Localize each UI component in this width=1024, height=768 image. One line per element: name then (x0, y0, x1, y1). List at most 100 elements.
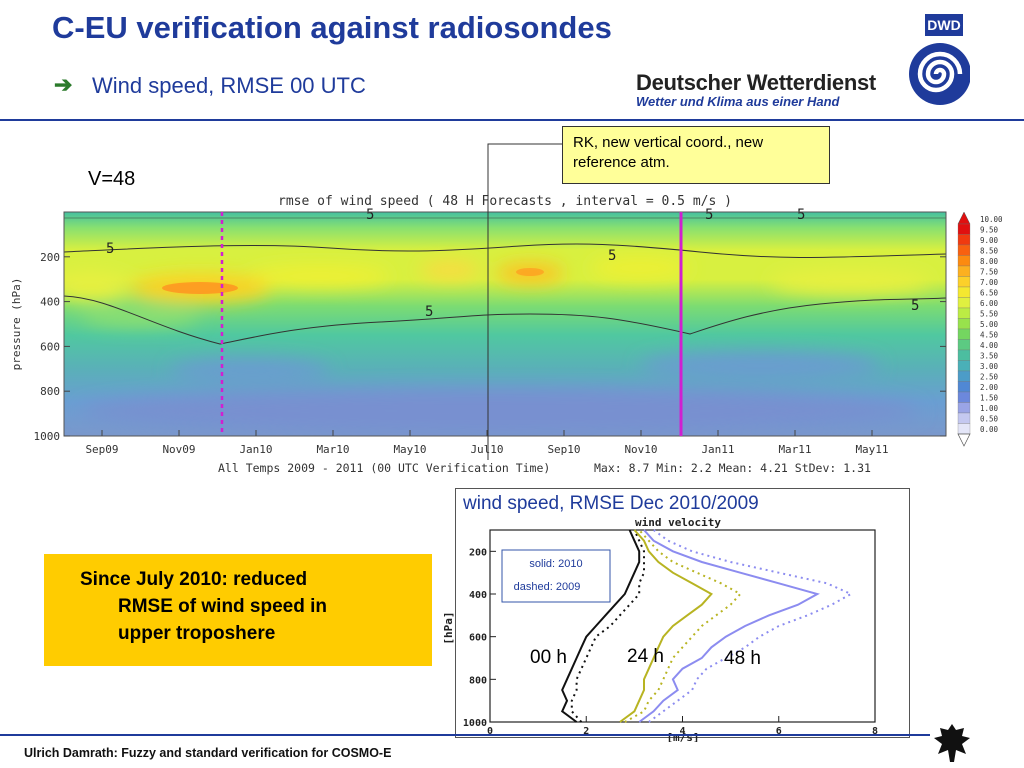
y-tick-label: 200 (40, 251, 60, 264)
annotation-box: RK, new vertical coord., new reference a… (562, 126, 830, 184)
colorbar-label: 6.00 (980, 299, 999, 308)
annotation-leader (487, 143, 562, 460)
info-box: Since July 2010: reduced RMSE of wind sp… (44, 554, 432, 666)
y-tick-label: 400 (469, 590, 487, 601)
colorbar-swatch (957, 381, 971, 393)
info-line: RMSE of wind speed in (118, 596, 328, 617)
colorbar-label: 8.00 (980, 257, 999, 266)
colorbar-label: 3.00 (980, 362, 999, 371)
colorbar-label: 7.50 (980, 268, 999, 277)
contour-5-lower (64, 295, 946, 345)
colorbar-label: 2.50 (980, 373, 999, 382)
x-tick-label: Jul10 (470, 443, 503, 456)
contour-label: 5 (366, 207, 374, 223)
y-tick-label: 1000 (34, 430, 61, 443)
colorbar-swatch (957, 328, 971, 340)
colorbar-label: 1.00 (980, 404, 999, 413)
heatmap-title: rmse of wind speed ( 48 H Forecasts , in… (278, 194, 732, 209)
x-tick-label: May11 (855, 443, 888, 456)
slide-title: C-EU verification against radiosondes (52, 10, 612, 45)
colorbar-swatch (957, 412, 971, 424)
contour-labels: 5 5 5 5 5 5 5 (106, 207, 919, 320)
colorbar-swatch (957, 402, 971, 414)
dwd-logo: DWD (909, 14, 970, 105)
colorbar-swatch (957, 223, 971, 235)
colorbar-label: 4.00 (980, 341, 999, 350)
slide-subtitle: Wind speed, RMSE 00 UTC (92, 73, 366, 98)
legend-dashed: dashed: 2009 (514, 581, 581, 593)
colorbar-swatch (957, 244, 971, 256)
series-24h-2010 (619, 529, 713, 723)
dwd-logo-badge (925, 14, 963, 36)
colorbar-swatch (957, 307, 971, 319)
heatmap-caption-right: Max: 8.7 Min: 2.2 Mean: 4.21 StDev: 1.31 (594, 461, 871, 475)
series-label-00h: 00 h (530, 647, 567, 668)
contour-label: 5 (106, 241, 114, 257)
colorbar-label: 10.00 (980, 215, 1003, 224)
series-label-24h: 24 h (627, 646, 664, 667)
contour-label: 5 (705, 207, 713, 223)
colorbar-swatch (957, 423, 971, 435)
colorbar-label: 1.50 (980, 394, 999, 403)
rmse-max-core (162, 282, 238, 294)
info-line: Since July 2010: reduced (80, 569, 308, 590)
series-00h-2010 (560, 529, 641, 723)
colorbar-label: 4.50 (980, 331, 999, 340)
colorbar-label: 5.00 (980, 320, 999, 329)
colorbar-top-arrow (957, 211, 971, 225)
colorbar-swatch (957, 234, 971, 246)
colorbar-swatch (957, 297, 971, 309)
x-tick-label: Nov09 (162, 443, 195, 456)
colorbar-swatch (957, 360, 971, 372)
colorbar-swatch (957, 370, 971, 382)
colorbar-swatch (957, 255, 971, 267)
colorbar: 10.00 9.509.00 8.508.00 7.507.00 6.506.00 5.5… (957, 211, 1003, 447)
heatmap-frame (63, 211, 947, 437)
series-24h-2009 (624, 529, 742, 723)
y-tick-label: 800 (40, 385, 60, 398)
eagle-icon (934, 724, 970, 762)
y-tick-label: 600 (469, 633, 487, 644)
swirl-icon (917, 51, 963, 93)
colorbar-swatch (957, 391, 971, 403)
series-48h-2010 (638, 529, 820, 723)
y-tick-label: 400 (40, 296, 60, 309)
x-tick-label: 8 (872, 726, 878, 737)
series-48h-2009 (648, 529, 854, 723)
arrow-icon: ➔ (54, 72, 73, 97)
colorbar-swatch (957, 286, 971, 298)
info-line: upper troposhere (118, 623, 276, 644)
series-label-48h: 48 h (724, 648, 761, 669)
legend-solid: solid: 2010 (529, 558, 582, 570)
profile-title: wind velocity (635, 516, 721, 529)
header-divider (0, 119, 1024, 121)
contour-label: 5 (797, 207, 805, 223)
colorbar-label: 9.50 (980, 226, 999, 235)
colorbar-label: 8.50 (980, 247, 999, 256)
x-tick-label: Mar10 (316, 443, 349, 456)
profile-legend (501, 549, 611, 603)
x-tick-label: May10 (393, 443, 426, 456)
profile-ylabel: [hPa] (442, 611, 455, 644)
colorbar-swatch (957, 318, 971, 330)
x-tick-label: 4 (679, 726, 685, 737)
colorbar-swatch (957, 265, 971, 277)
x-tick-label: Nov10 (624, 443, 657, 456)
colorbar-swatch (957, 349, 971, 361)
colorbar-swatch (957, 339, 971, 351)
colorbar-bottom-arrow (957, 433, 971, 447)
colorbar-label: 9.00 (980, 236, 999, 245)
y-tick-label: 200 (469, 547, 487, 558)
y-tick-label: 600 (40, 340, 60, 353)
x-tick-label: Jan10 (239, 443, 272, 456)
y-tick-label: 1000 (463, 718, 487, 729)
heatmap-caption-left: All Temps 2009 - 2011 (00 UTC Verificati… (218, 461, 550, 475)
colorbar-label: 3.50 (980, 352, 999, 361)
y-tick-label: 800 (469, 675, 487, 686)
x-tick-label: 2 (583, 726, 589, 737)
colorbar-label: 6.50 (980, 289, 999, 298)
x-tick-label: 6 (776, 726, 782, 737)
profile-xlabel: [m/s] (666, 731, 699, 742)
series-00h-2009 (570, 529, 645, 723)
wind-profile-chart: wind velocity 0 2 4 6 8 200 400 600 800 1000 [hPa… (442, 516, 878, 742)
